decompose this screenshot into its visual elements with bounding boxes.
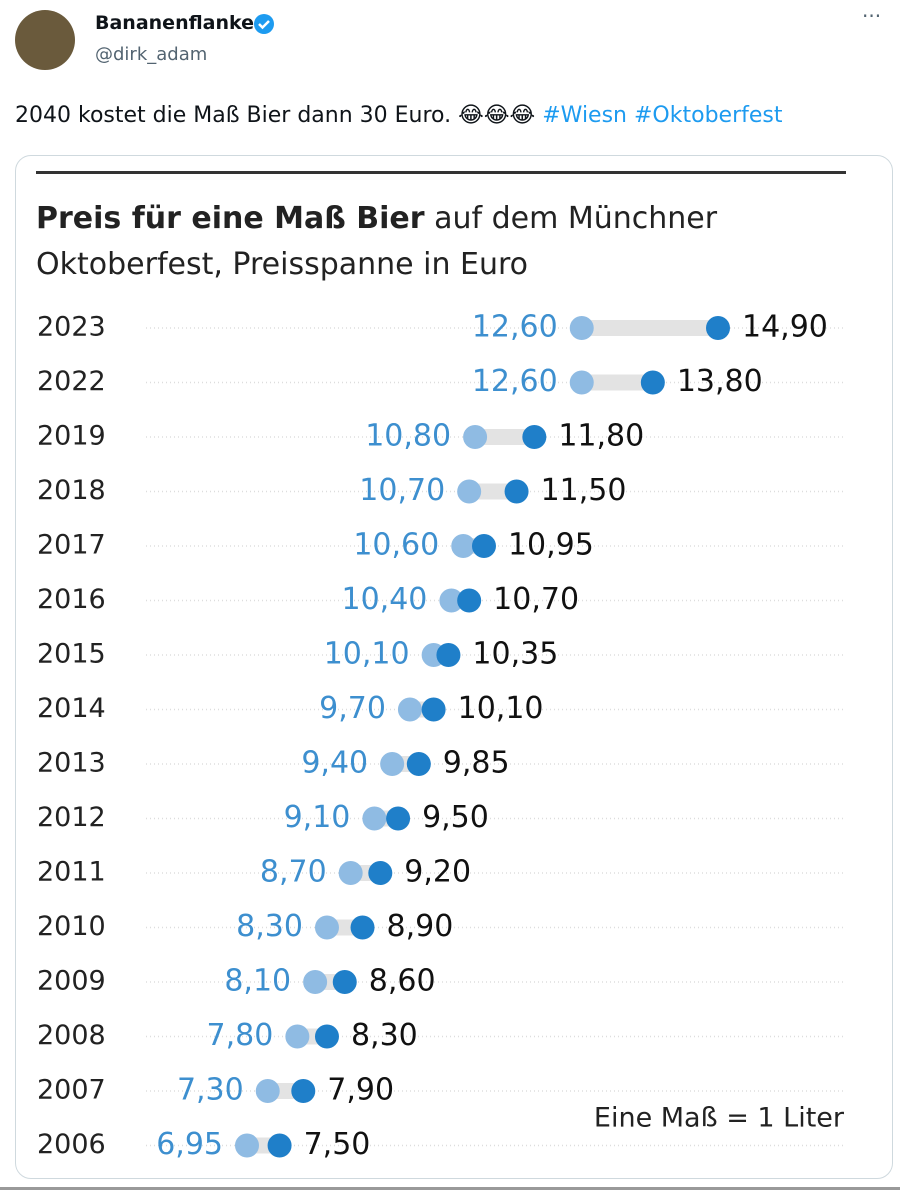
year-label: 2014 [37,693,106,724]
year-label: 2006 [37,1129,106,1160]
max-dot [332,970,357,994]
max-dot [471,534,496,558]
max-dot [386,806,411,831]
year-label: 2016 [37,584,106,615]
year-label: 2022 [37,366,106,397]
min-label: 10,80 [365,419,451,454]
max-label: 8,30 [351,1018,418,1053]
tweet-text: 2040 kostet die Maß Bier dann 30 Euro. 😂… [15,103,783,128]
min-label: 6,95 [156,1127,223,1162]
max-label: 10,70 [493,582,579,617]
min-dot [255,1079,280,1103]
note: Eine Maß = 1 Liter [594,1103,845,1134]
max-label: 9,50 [422,800,489,835]
max-label: 7,50 [304,1127,371,1162]
min-dot [380,752,405,776]
chart: Eine Maß = 1 Liter 2023 12,60 14,90 2022 12,… [37,310,846,1162]
user-name[interactable]: Bananenflanke [95,12,255,34]
max-label: 14,90 [742,310,828,345]
year-label: 2011 [37,857,106,888]
min-label: 7,30 [177,1073,244,1108]
min-label: 12,60 [472,364,558,399]
min-label: 8,10 [224,964,291,999]
min-label: 10,70 [359,473,445,508]
year-label: 2013 [37,748,106,779]
min-dot [303,970,328,994]
max-dot [457,588,482,613]
min-label: 9,40 [301,746,368,781]
year-label: 2015 [37,639,106,670]
year-label: 2012 [37,802,106,833]
min-dot [569,370,594,395]
min-label: 10,40 [342,582,428,617]
min-label: 9,70 [319,691,386,726]
max-label: 10,10 [458,691,544,726]
min-label: 12,60 [472,310,558,345]
year-label: 2007 [37,1075,106,1106]
min-label: 8,70 [260,855,327,890]
max-label: 11,80 [558,419,644,454]
chart-card[interactable]: Preis für eine Maß Bier auf dem Münchner… [15,155,893,1179]
max-dot [267,1133,292,1158]
min-label: 10,60 [353,528,439,563]
year-label: 2008 [37,1020,106,1051]
min-label: 10,10 [324,637,410,672]
max-label: 8,60 [369,964,436,999]
min-dot [285,1024,310,1049]
max-dot [368,861,393,885]
min-dot [451,534,476,558]
max-dot [640,370,665,395]
year-label: 2010 [37,911,106,942]
year-label: 2009 [37,966,106,997]
subtitle: auf dem Münchner Oktoberfest, Preisspann… [36,201,718,282]
min-dot [439,588,464,613]
user-handle[interactable]: @dirk_adam [95,44,208,65]
min-label: 9,10 [284,800,351,835]
min-label: 7,80 [207,1018,274,1053]
max-dot [350,915,375,940]
year-label: 2019 [37,421,106,452]
min-dot [569,316,594,340]
min-dot [362,806,387,831]
min-dot [463,425,488,449]
max-dot [406,752,431,776]
max-label: 10,35 [472,637,558,672]
bottom-border [0,1187,900,1190]
chart-title: Preis für eine Maß Bier auf dem Münchner… [36,196,826,288]
min-label: 8,30 [236,909,303,944]
max-dot [706,316,730,340]
max-dot [421,697,446,722]
max-label: 9,85 [443,746,510,781]
year-label: 2023 [37,312,106,343]
max-label: 11,50 [541,473,627,508]
max-label: 13,80 [677,364,763,399]
max-dot [436,643,461,667]
title-bold: Preis für eine Maß Bier [36,201,425,236]
avatar[interactable] [15,10,75,70]
max-label: 8,90 [387,909,454,944]
min-dot [314,915,339,940]
min-dot [397,697,422,722]
top-rule [36,171,846,174]
min-dot [235,1133,259,1158]
max-label: 9,20 [404,855,471,890]
year-label: 2017 [37,530,106,561]
max-dot [504,479,529,504]
hashtag[interactable]: #Wiesn [542,103,627,128]
max-dot [291,1079,316,1103]
hashtag[interactable]: #Oktoberfest [634,103,783,128]
verified-badge [254,14,274,34]
max-label: 10,95 [508,528,594,563]
more-menu[interactable]: ··· [862,4,882,28]
min-dot [338,861,363,885]
tweet-body: 2040 kostet die Maß Bier dann 30 Euro. 😂… [15,103,536,128]
max-dot [522,425,547,449]
min-dot [457,479,482,504]
max-dot [314,1024,339,1049]
max-label: 7,90 [327,1073,394,1108]
year-label: 2018 [37,475,106,506]
